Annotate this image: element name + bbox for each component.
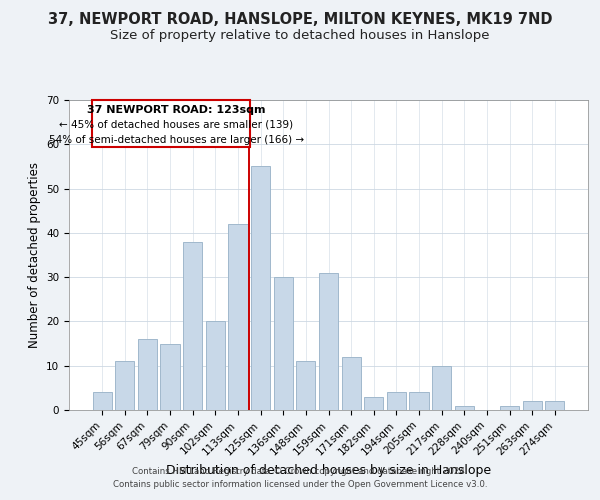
Bar [500,406,519,410]
Bar [387,392,406,410]
Text: 37 NEWPORT ROAD: 123sqm: 37 NEWPORT ROAD: 123sqm [87,106,266,116]
Bar [160,344,180,410]
Text: 54% of semi-detached houses are larger (166) →: 54% of semi-detached houses are larger (… [49,134,304,144]
Text: ← 45% of detached houses are smaller (139): ← 45% of detached houses are smaller (13… [59,120,293,130]
Bar [206,322,225,410]
Bar [296,362,316,410]
Bar [115,362,134,410]
Bar [455,406,474,410]
Bar [409,392,428,410]
Text: 37, NEWPORT ROAD, HANSLOPE, MILTON KEYNES, MK19 7ND: 37, NEWPORT ROAD, HANSLOPE, MILTON KEYNE… [48,12,552,28]
Bar [251,166,270,410]
Bar [274,277,293,410]
FancyBboxPatch shape [92,100,250,146]
Bar [319,272,338,410]
Text: Contains public sector information licensed under the Open Government Licence v3: Contains public sector information licen… [113,480,487,489]
X-axis label: Distribution of detached houses by size in Hanslope: Distribution of detached houses by size … [166,464,491,476]
Bar [341,357,361,410]
Bar [545,401,565,410]
Bar [523,401,542,410]
Bar [138,339,157,410]
Text: Size of property relative to detached houses in Hanslope: Size of property relative to detached ho… [110,29,490,42]
Text: Contains HM Land Registry data © Crown copyright and database right 2024.: Contains HM Land Registry data © Crown c… [132,467,468,476]
Y-axis label: Number of detached properties: Number of detached properties [28,162,41,348]
Bar [183,242,202,410]
Bar [92,392,112,410]
Bar [229,224,248,410]
Bar [432,366,451,410]
Bar [364,396,383,410]
